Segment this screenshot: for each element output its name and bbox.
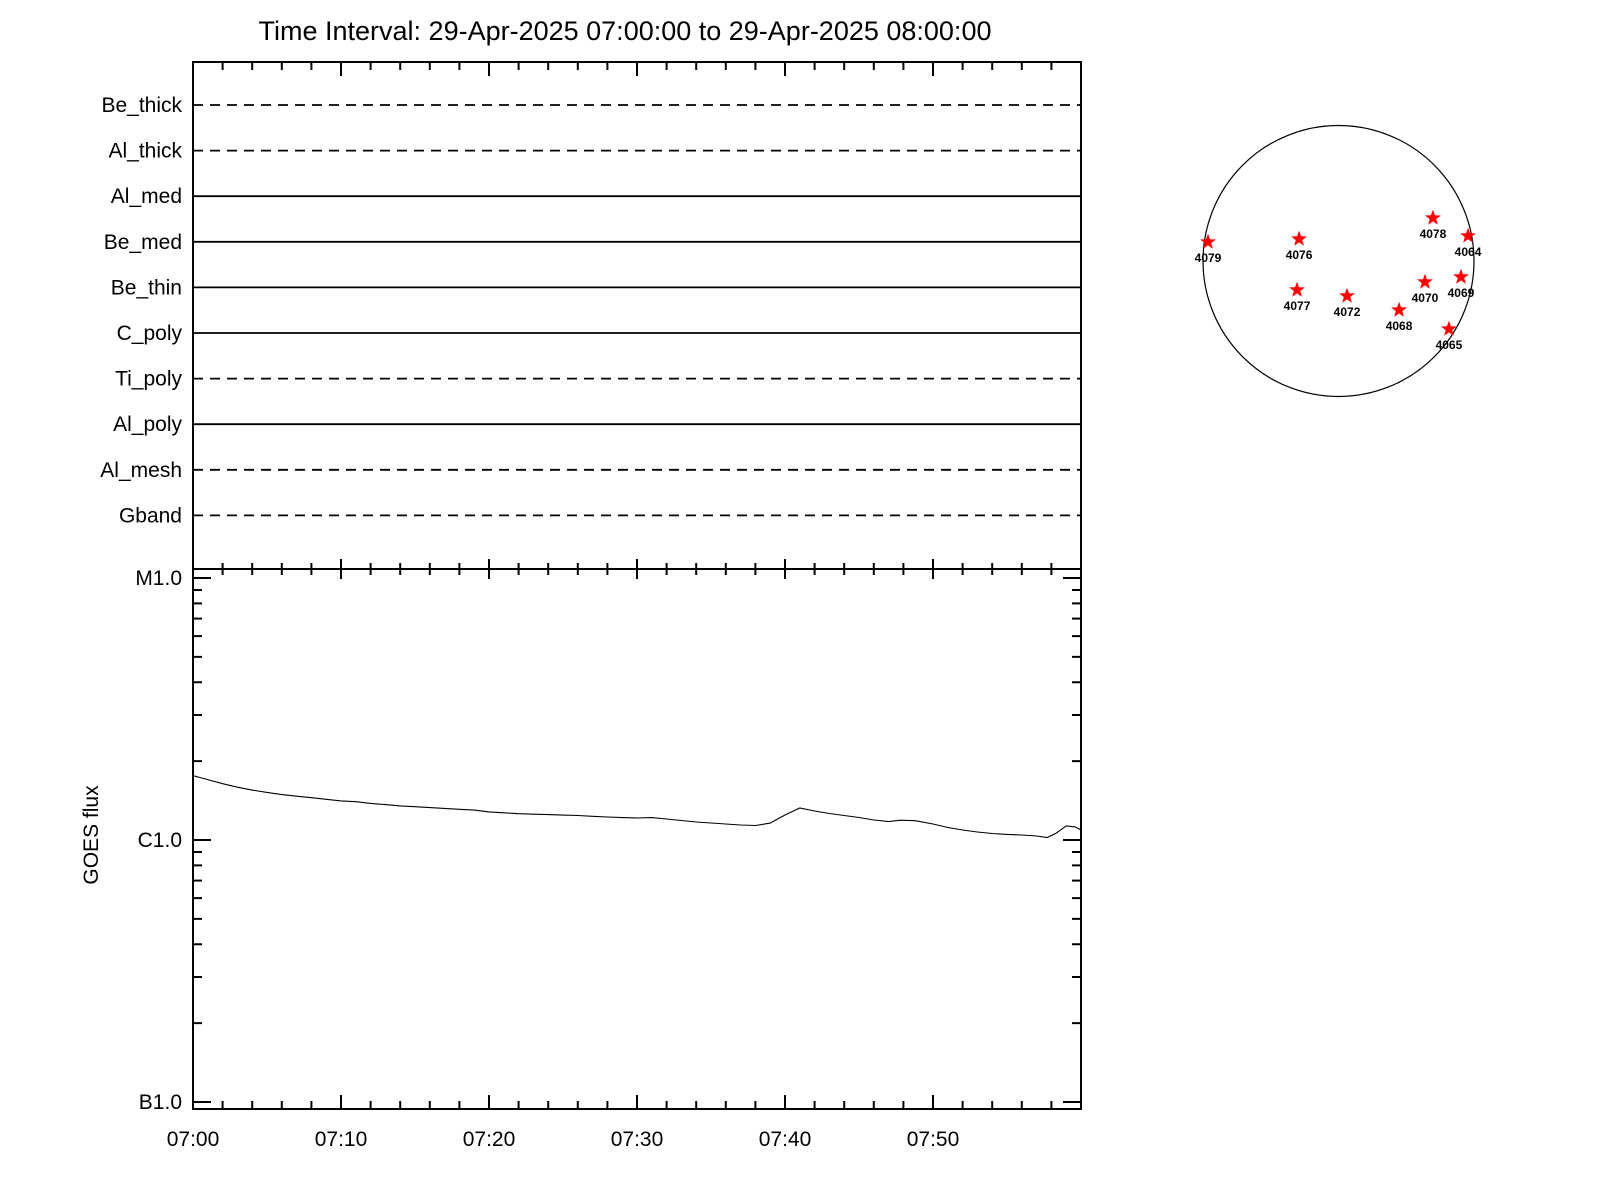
ar-star-icon-4070: [1417, 273, 1433, 289]
xtick-label-07:00: 07:00: [167, 1128, 220, 1151]
ar-star-icon-4064: [1460, 227, 1476, 243]
ar-label-4077: 4077: [1284, 299, 1311, 313]
ar-star-icon-4065: [1441, 320, 1457, 336]
filter-label-Gband: Gband: [119, 504, 182, 527]
ar-label-4079: 4079: [1195, 251, 1222, 265]
ytick-label-M1.0: M1.0: [135, 567, 182, 590]
ar-star-icon-4069: [1453, 268, 1469, 284]
ar-label-4068: 4068: [1386, 319, 1413, 333]
ytick-label-B1.0: B1.0: [139, 1091, 182, 1114]
ar-label-4070: 4070: [1412, 291, 1439, 305]
xtick-label-07:10: 07:10: [315, 1128, 368, 1151]
ar-star-icon-4076: [1291, 230, 1307, 246]
ar-label-4064: 4064: [1455, 245, 1482, 259]
filter-label-Al_med: Al_med: [111, 185, 182, 208]
ar-star-icon-4079: [1200, 233, 1216, 249]
xtick-label-07:50: 07:50: [907, 1128, 960, 1151]
xtick-label-07:30: 07:30: [611, 1128, 664, 1151]
timeline-panel-frame: [192, 61, 1082, 570]
ar-label-4069: 4069: [1448, 286, 1475, 300]
goes-flux-curve: [192, 775, 1082, 839]
ytick-label-C1.0: C1.0: [138, 829, 182, 852]
filter-label-Al_mesh: Al_mesh: [100, 459, 182, 482]
goes-panel-frame: [192, 568, 1082, 1110]
ar-star-icon-4068: [1391, 301, 1407, 317]
filter-label-Al_thick: Al_thick: [108, 140, 182, 163]
ar-label-4078: 4078: [1420, 227, 1447, 241]
ar-label-4072: 4072: [1334, 305, 1361, 319]
filter-label-Ti_poly: Ti_poly: [115, 368, 182, 391]
ar-label-4076: 4076: [1286, 248, 1313, 262]
solar-disk-circle: [1202, 124, 1475, 398]
ar-star-icon-4077: [1289, 281, 1305, 297]
ar-star-icon-4072: [1339, 287, 1355, 303]
filter-label-Al_poly: Al_poly: [113, 413, 182, 436]
filter-label-Be_thin: Be_thin: [111, 276, 182, 299]
ar-star-icon-4078: [1425, 209, 1441, 225]
xtick-label-07:20: 07:20: [463, 1128, 516, 1151]
ar-label-4065: 4065: [1436, 338, 1463, 352]
xtick-label-07:40: 07:40: [759, 1128, 812, 1151]
goes-flux-axis-title: GOES flux: [80, 785, 103, 885]
filter-label-Be_thick: Be_thick: [101, 94, 182, 117]
plot-title: Time Interval: 29-Apr-2025 07:00:00 to 2…: [258, 16, 992, 46]
filter-label-Be_med: Be_med: [104, 231, 182, 254]
filter-label-C_poly: C_poly: [117, 322, 183, 345]
